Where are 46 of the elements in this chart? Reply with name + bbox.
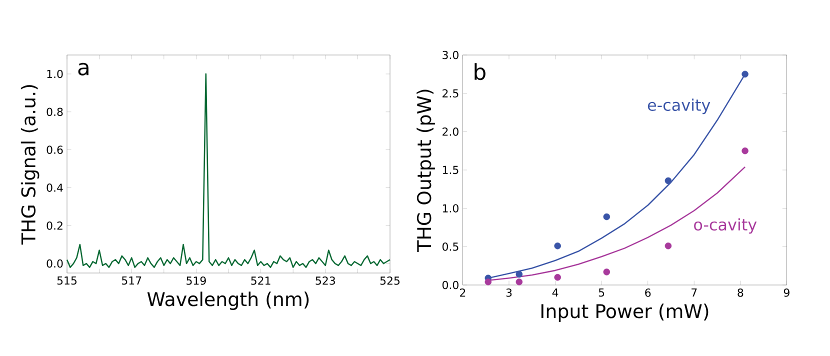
x-tick-label: 523 [316,276,335,285]
x-tick-label: 515 [57,276,76,285]
point [742,147,748,154]
x-tick-label: 9 [784,288,790,297]
text: e-cavity [648,98,710,114]
x-tick-label: 4 [552,288,558,297]
point [664,177,672,184]
x-tick-label: 2 [460,288,466,297]
y-tick-label: 1.0 [47,70,63,78]
y-tick-label: 3.0 [442,50,458,60]
y-tick-label: 0.5 [442,242,458,251]
point [664,242,672,250]
point [554,274,561,281]
x-tick-label: 521 [251,276,270,285]
x-axis-title: Wavelength (nm) [147,292,309,310]
x-tick-label: 5 [598,288,604,297]
point [516,270,523,278]
point [742,70,748,78]
x-tick-label: 525 [380,276,400,285]
y-tick-label: 0.4 [46,184,63,192]
y-tick-label: 0.6 [46,146,63,154]
x-tick-label: 8 [738,288,744,297]
point [554,242,561,250]
y-tick-label: 0.8 [46,108,63,116]
annotation: a [78,62,88,76]
point [603,268,610,276]
x-tick-label: 519 [186,276,206,285]
y-tick-label: 0.0 [442,280,458,290]
series-label: o-cavity [694,218,757,234]
y-tick-label: 2.0 [442,128,458,136]
point [484,278,492,286]
annotation: b [474,63,486,80]
x-tick-label: 517 [122,276,142,285]
x-tick-label: 6 [645,288,651,297]
y-tick-label: 1.0 [442,204,458,212]
y-tick-label: 0.2 [46,221,62,230]
point [603,213,610,220]
y-tick-label: 2.5 [442,89,458,98]
x-tick-label: 7 [692,288,697,297]
y-tick-label: 0.0 [46,259,63,268]
x-tick-label: 3 [506,288,512,297]
x-axis-title: Input Power (mW) [541,304,708,322]
y-tick-label: 1.5 [442,166,458,174]
point [516,278,523,286]
y-axis-title: THG Output (pW) [416,90,435,252]
y-axis-title: THG Signal (a.u.) [20,85,40,245]
